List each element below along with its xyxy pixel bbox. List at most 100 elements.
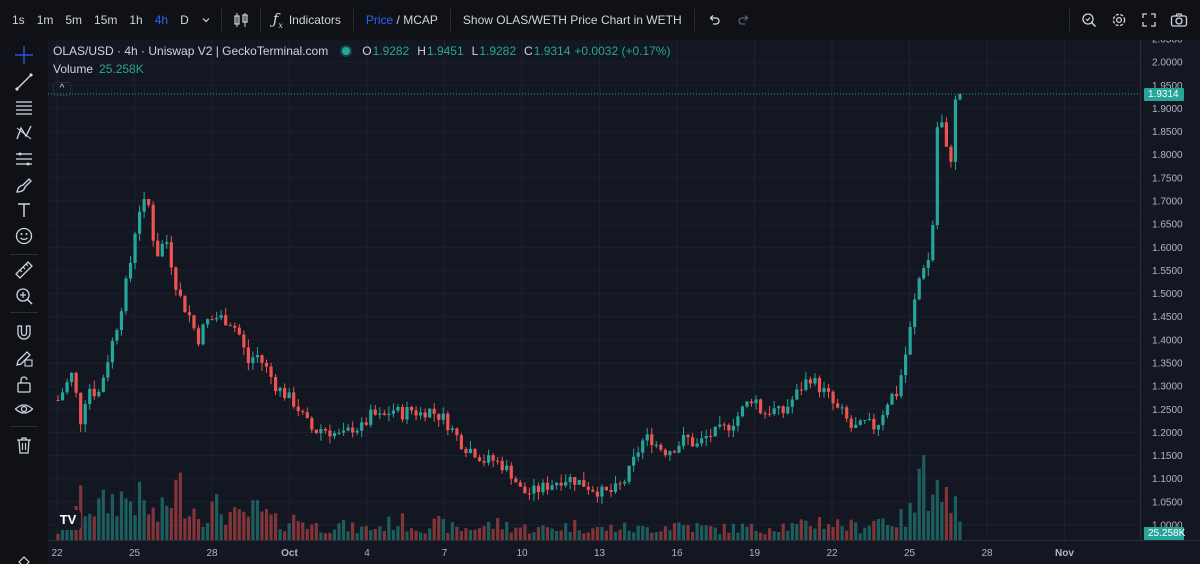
ruler-icon[interactable] xyxy=(12,258,36,282)
chevron-down-icon[interactable] xyxy=(195,0,217,40)
price-option[interactable]: Price xyxy=(365,13,394,27)
candle-body xyxy=(215,317,219,320)
candle xyxy=(777,405,781,416)
volume-bar xyxy=(101,489,105,540)
volume-bar xyxy=(233,507,237,540)
candle-body xyxy=(686,434,690,438)
candle xyxy=(849,415,853,432)
volume-bar xyxy=(922,455,926,540)
trend-line-icon[interactable] xyxy=(12,70,36,94)
close-value: 1.9314 xyxy=(533,44,571,58)
volume-bar xyxy=(301,522,305,540)
camera-icon[interactable] xyxy=(1164,0,1194,40)
magnet-icon[interactable] xyxy=(12,320,36,344)
candle-body xyxy=(169,242,173,268)
price-tick-label: 1.3000 xyxy=(1152,382,1183,393)
timeframe-1m[interactable]: 1m xyxy=(36,13,54,27)
tradingview-logo[interactable]: TV xyxy=(55,510,81,530)
volume-bar xyxy=(310,524,314,540)
candle xyxy=(169,235,173,275)
zoom-icon[interactable] xyxy=(1074,0,1104,40)
weth-chart-toggle[interactable]: Show OLAS/WETH Price Chart in WETH xyxy=(462,13,682,27)
candle xyxy=(772,400,776,416)
candles-icon[interactable] xyxy=(226,0,256,40)
price-chart[interactable] xyxy=(48,38,1140,540)
price-tick-label: 1.0000 xyxy=(1152,521,1183,532)
volume-bar xyxy=(147,514,151,540)
expand-icon[interactable] xyxy=(12,550,36,564)
volume-bar xyxy=(758,532,763,540)
indicators-button[interactable]: ƒx Indicators xyxy=(265,0,349,40)
timeframe-1s[interactable]: 1s xyxy=(12,13,25,27)
candle xyxy=(455,427,459,441)
timeframe-1h[interactable]: 1h xyxy=(129,13,143,27)
redo-icon[interactable] xyxy=(729,0,759,40)
candle-body xyxy=(174,267,178,290)
timeframe-5m[interactable]: 5m xyxy=(65,13,83,27)
chart-pane[interactable] xyxy=(48,38,1140,540)
candle xyxy=(940,114,944,128)
symbol-title[interactable]: OLAS/USD · 4h · Uniswap V2 | GeckoTermin… xyxy=(53,44,329,58)
volume-bar xyxy=(935,480,939,540)
volume-bar xyxy=(518,527,522,540)
text-icon[interactable] xyxy=(12,198,36,222)
volume-bar xyxy=(600,527,604,540)
candle xyxy=(500,456,504,474)
volume-bar xyxy=(904,526,908,540)
indicators-label: Indicators xyxy=(288,13,341,27)
price-mcap-toggle[interactable]: Price / MCAP xyxy=(358,0,446,40)
undo-icon[interactable] xyxy=(699,0,729,40)
crosshair-icon[interactable] xyxy=(12,43,36,67)
forecast-icon[interactable] xyxy=(12,147,36,171)
candle-body xyxy=(346,427,350,431)
emoji-icon[interactable] xyxy=(12,224,36,248)
candle xyxy=(337,428,341,436)
zoom-in-icon[interactable] xyxy=(12,284,36,308)
candle xyxy=(405,401,409,424)
candle xyxy=(178,282,182,298)
candle-body xyxy=(554,482,559,486)
lock-pencil-icon[interactable] xyxy=(12,346,36,370)
candle xyxy=(110,337,114,369)
candle xyxy=(137,205,142,241)
candle-body xyxy=(205,319,210,325)
volume-bar xyxy=(913,512,917,540)
fib-retracement-icon[interactable] xyxy=(12,96,36,120)
pattern-icon[interactable] xyxy=(12,121,36,145)
time-tick-label: 10 xyxy=(516,548,528,559)
volume-bar xyxy=(867,525,871,540)
candle xyxy=(88,384,92,410)
candle xyxy=(441,407,445,425)
volume-bar xyxy=(160,497,164,540)
candle-body xyxy=(65,382,69,393)
volume-bar xyxy=(573,519,577,540)
timeframe-15m[interactable]: 15m xyxy=(94,13,118,27)
lock-icon[interactable] xyxy=(12,372,36,396)
candle-body xyxy=(822,388,826,393)
candle xyxy=(740,405,745,418)
candle-body xyxy=(373,409,377,415)
candle-body xyxy=(532,485,536,494)
candle-body xyxy=(668,451,672,456)
candle xyxy=(731,418,735,438)
candle xyxy=(396,404,400,413)
timeframe-4h[interactable]: 4h xyxy=(154,13,169,27)
mcap-option[interactable]: MCAP xyxy=(403,13,438,27)
candle xyxy=(591,485,595,493)
candle xyxy=(301,409,305,415)
collapse-legend-button[interactable]: ^ xyxy=(53,82,71,96)
timeframe-d[interactable]: D xyxy=(180,13,189,27)
candle xyxy=(119,307,124,336)
candle xyxy=(722,422,726,431)
candle-body xyxy=(663,449,667,456)
trash-icon[interactable] xyxy=(12,433,36,457)
brush-icon[interactable] xyxy=(12,173,36,197)
time-scale[interactable]: 22 25 28 Oct 4 7 10 13 16 19 22 25 28 Nov xyxy=(48,540,1200,564)
candle-body xyxy=(192,315,196,329)
gear-icon[interactable] xyxy=(1104,0,1134,40)
price-scale[interactable]: 2.0500 2.0000 1.9500 1.9000 1.8500 1.8000 1.75… xyxy=(1140,35,1200,540)
volume-bar xyxy=(749,523,754,540)
fullscreen-icon[interactable] xyxy=(1134,0,1164,40)
eye-icon[interactable] xyxy=(12,397,36,421)
candle-body xyxy=(804,379,808,390)
